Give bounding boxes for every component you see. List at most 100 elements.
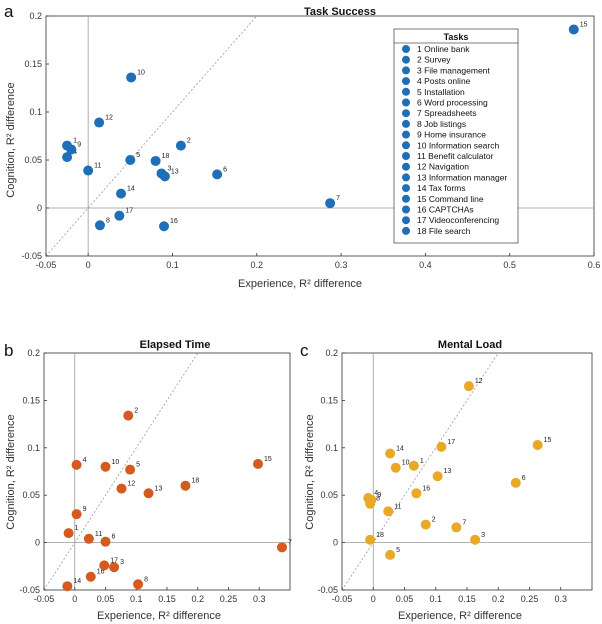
- y-tick-label: 0.05: [24, 155, 42, 165]
- legend-item-label: 16 CAPTCHAs: [417, 205, 474, 215]
- x-tick-label: 0.6: [588, 260, 601, 270]
- x-tick-label: 0.3: [554, 594, 567, 604]
- legend-item-label: 8 Job listings: [417, 119, 466, 129]
- y-tick-label: -0.05: [19, 585, 40, 595]
- legend-marker: [402, 152, 410, 160]
- y-tick-label: 0: [35, 538, 40, 548]
- data-point-label-18: 18: [376, 532, 384, 539]
- data-point-11: [83, 165, 94, 176]
- plot-area: [44, 353, 290, 590]
- y-tick-label: 0.1: [27, 443, 40, 453]
- x-tick-label: -0.05: [332, 594, 353, 604]
- data-point-4: [71, 459, 82, 470]
- data-point-label-12: 12: [105, 115, 113, 122]
- data-point-16: [411, 488, 422, 499]
- data-point-label-13: 13: [171, 168, 179, 175]
- data-point-9: [66, 144, 77, 155]
- data-point-6: [212, 169, 223, 180]
- x-tick-label: 0.1: [130, 594, 143, 604]
- legend-item-label: 15 Command line: [417, 194, 484, 204]
- data-point-label-3: 3: [120, 559, 124, 566]
- data-point-6: [510, 477, 521, 488]
- legend-item-label: 13 Information manager: [417, 172, 507, 182]
- data-point-2: [175, 140, 186, 151]
- data-point-7: [325, 198, 336, 209]
- legend-item-label: 3 File management: [417, 65, 490, 75]
- panel-letter-b: b: [4, 341, 13, 360]
- x-tick-label: 0.2: [191, 594, 204, 604]
- y-tick-label: 0.1: [29, 107, 42, 117]
- y-tick-label: 0.15: [320, 395, 338, 405]
- data-point-7: [277, 542, 288, 553]
- data-point-label-6: 6: [112, 534, 116, 541]
- data-point-label-4: 4: [374, 490, 378, 497]
- data-point-3: [109, 562, 120, 573]
- data-point-5: [385, 549, 396, 560]
- data-point-17: [114, 210, 125, 221]
- legend-item-label: 9 Home insurance: [417, 130, 486, 140]
- x-tick-label: 0.05: [97, 594, 115, 604]
- data-point-label-3: 3: [168, 165, 172, 172]
- data-point-label-8: 8: [144, 576, 148, 583]
- data-point-1: [63, 528, 74, 539]
- data-point-13: [432, 471, 443, 482]
- data-point-18: [365, 534, 376, 545]
- data-point-18: [180, 480, 191, 491]
- x-tick-label: 0.25: [220, 594, 238, 604]
- data-point-label-12: 12: [475, 378, 483, 385]
- panel-letter-c: c: [300, 341, 309, 360]
- plot-frame: [45, 15, 595, 257]
- data-point-label-5: 5: [136, 462, 140, 469]
- data-point-15: [532, 439, 543, 450]
- x-tick-label: 0.4: [419, 260, 432, 270]
- data-point-label-1: 1: [420, 458, 424, 465]
- data-point-5: [125, 464, 136, 475]
- data-point-label-11: 11: [394, 503, 401, 510]
- data-point-label-8: 8: [106, 217, 110, 224]
- legend-marker: [402, 226, 410, 235]
- data-point-label-17: 17: [447, 439, 455, 446]
- data-point-label-10: 10: [137, 69, 145, 76]
- data-point-3: [470, 534, 481, 545]
- legend-marker: [402, 119, 410, 128]
- data-point-8: [133, 579, 144, 590]
- x-axis-label-a: Experience, R² difference: [238, 278, 362, 290]
- data-point-label-7: 7: [288, 539, 292, 546]
- data-point-15: [568, 24, 579, 35]
- x-tick-label: 0.2: [492, 594, 505, 604]
- identity-line: [46, 16, 258, 256]
- legend-box: [393, 28, 519, 244]
- legend-marker: [402, 184, 410, 193]
- x-tick-label: 0: [86, 260, 91, 270]
- data-point-label-2: 2: [432, 517, 436, 524]
- data-point-2: [123, 410, 134, 421]
- y-tick-label: 0.2: [29, 11, 42, 21]
- legend-item-label: 18 File search: [417, 226, 471, 236]
- legend-item-label: 6 Word processing: [417, 98, 488, 108]
- data-point-14: [62, 581, 73, 592]
- y-tick-label: 0.05: [320, 490, 338, 500]
- data-point-label-9: 9: [83, 506, 87, 513]
- x-tick-label: 0.15: [158, 594, 176, 604]
- y-tick-label: -0.05: [21, 251, 42, 261]
- data-point-label-14: 14: [127, 186, 135, 193]
- data-point-label-2: 2: [187, 138, 191, 145]
- data-point-label-15: 15: [544, 437, 552, 444]
- x-axis-label-c: Experience, R² difference: [398, 610, 522, 622]
- data-point-label-1: 1: [75, 525, 79, 532]
- data-point-label-10: 10: [112, 459, 120, 466]
- y-tick-label: -0.05: [317, 585, 338, 595]
- chart-title-a: Task Success: [304, 6, 376, 18]
- data-point-label-9: 9: [77, 141, 81, 148]
- y-axis-label-a: Cognition, R² difference: [5, 82, 17, 197]
- x-tick-label: 0: [371, 594, 376, 604]
- legend-marker: [402, 77, 410, 86]
- legend-item-label: 4 Posts online: [417, 76, 471, 86]
- data-point-10: [390, 462, 401, 473]
- identity-line: [44, 353, 199, 590]
- data-point-12: [463, 381, 474, 392]
- data-point-label-17: 17: [125, 208, 133, 215]
- data-point-17: [99, 560, 110, 571]
